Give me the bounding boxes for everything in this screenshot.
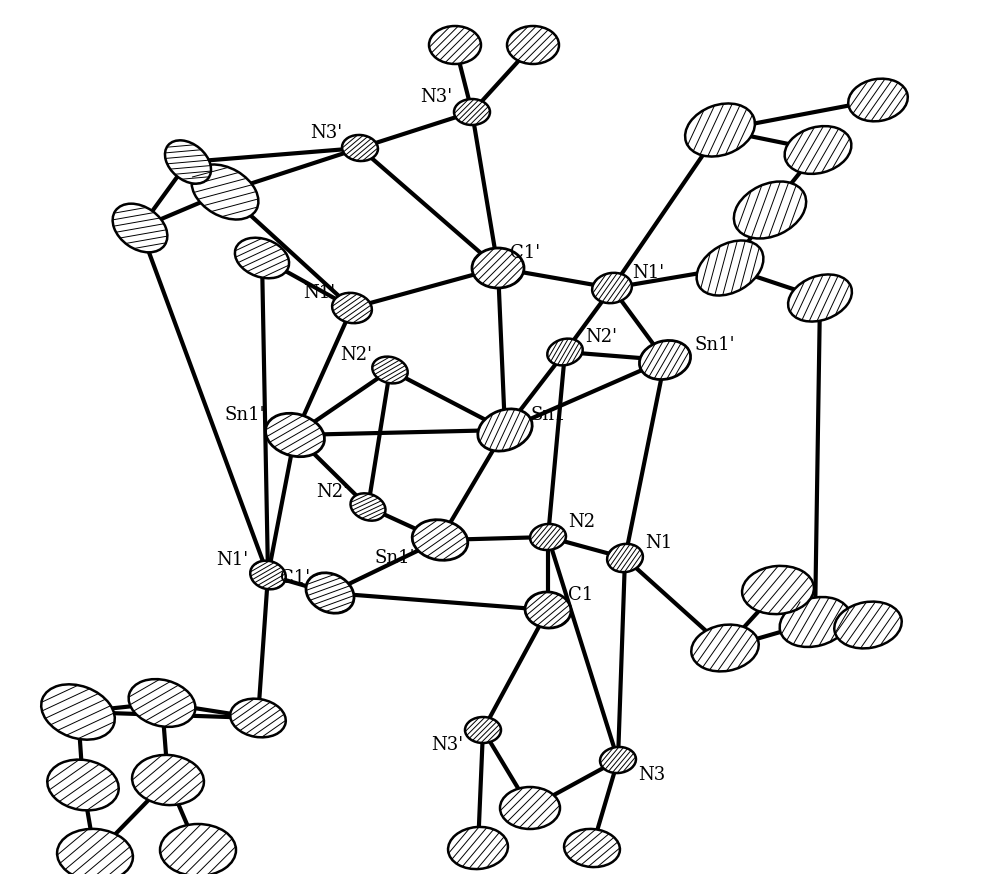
Ellipse shape [429,26,481,64]
Ellipse shape [342,135,378,161]
Ellipse shape [478,409,532,451]
Text: N2: N2 [568,513,595,531]
Ellipse shape [132,755,204,805]
Ellipse shape [160,824,236,874]
Ellipse shape [691,625,759,671]
Ellipse shape [465,717,501,743]
Ellipse shape [564,829,620,867]
Text: Sn1': Sn1' [695,336,736,354]
Text: N2': N2' [316,483,348,501]
Ellipse shape [834,601,902,649]
Text: N3': N3' [431,736,463,754]
Text: Sn1': Sn1' [224,406,265,424]
Ellipse shape [547,338,583,365]
Ellipse shape [472,248,524,288]
Ellipse shape [639,341,691,379]
Ellipse shape [685,103,755,156]
Text: N1: N1 [645,534,672,552]
Ellipse shape [525,592,571,628]
Text: C1': C1' [510,244,540,262]
Ellipse shape [734,182,806,239]
Ellipse shape [250,561,286,589]
Ellipse shape [351,493,385,521]
Text: C1': C1' [280,569,310,587]
Text: C1: C1 [568,586,593,604]
Ellipse shape [113,204,167,253]
Ellipse shape [600,747,636,773]
Ellipse shape [41,684,115,739]
Ellipse shape [848,79,908,121]
Text: N1': N1' [632,264,664,282]
Text: N1': N1' [303,284,335,302]
Ellipse shape [230,698,286,738]
Ellipse shape [507,26,559,64]
Ellipse shape [129,679,195,727]
Ellipse shape [412,520,468,560]
Ellipse shape [332,293,372,323]
Text: Sn1': Sn1' [374,549,415,567]
Ellipse shape [785,126,851,174]
Ellipse shape [266,413,324,457]
Ellipse shape [192,164,258,219]
Text: Sn1: Sn1 [530,406,566,424]
Ellipse shape [165,141,211,184]
Ellipse shape [697,240,763,295]
Ellipse shape [500,787,560,829]
Ellipse shape [306,572,354,614]
Ellipse shape [235,238,289,278]
Ellipse shape [742,565,814,614]
Text: N2': N2' [585,328,617,346]
Ellipse shape [372,357,408,384]
Ellipse shape [788,274,852,322]
Text: N1': N1' [216,551,248,569]
Text: N2': N2' [340,346,372,364]
Ellipse shape [57,829,133,874]
Ellipse shape [454,99,490,125]
Text: N3: N3 [638,766,665,784]
Text: N3': N3' [310,124,342,142]
Ellipse shape [530,524,566,550]
Ellipse shape [47,760,119,810]
Ellipse shape [592,273,632,303]
Text: N3': N3' [420,88,452,106]
Ellipse shape [780,597,850,647]
Ellipse shape [607,544,643,572]
Ellipse shape [448,827,508,869]
